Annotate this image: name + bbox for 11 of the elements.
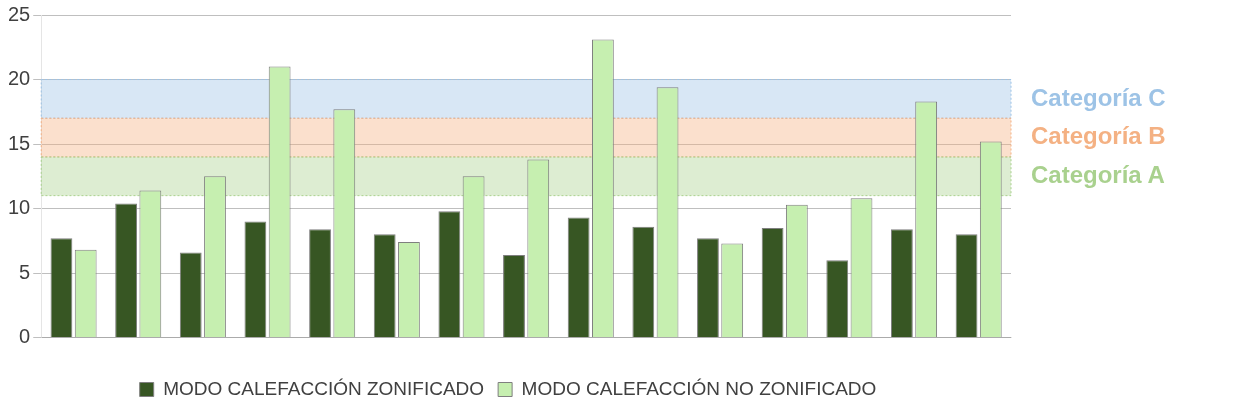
band-label: Categoría B: [1031, 122, 1166, 150]
legend-label: MODO CALEFACCIÓN ZONIFICADO: [163, 377, 485, 399]
band-label: Categoría C: [1031, 83, 1166, 111]
y-tick-label: 0: [19, 325, 31, 348]
y-tick-label: 5: [19, 260, 31, 283]
legend-label: MODO CALEFACCIÓN NO ZONIFICADO: [521, 377, 877, 399]
y-tick-label: 15: [8, 131, 31, 154]
y-tick-label: 20: [8, 67, 31, 90]
y-tick-label: 10: [8, 196, 31, 219]
y-tick-label: 25: [8, 2, 31, 25]
band-label: Categoría A: [1031, 160, 1165, 188]
